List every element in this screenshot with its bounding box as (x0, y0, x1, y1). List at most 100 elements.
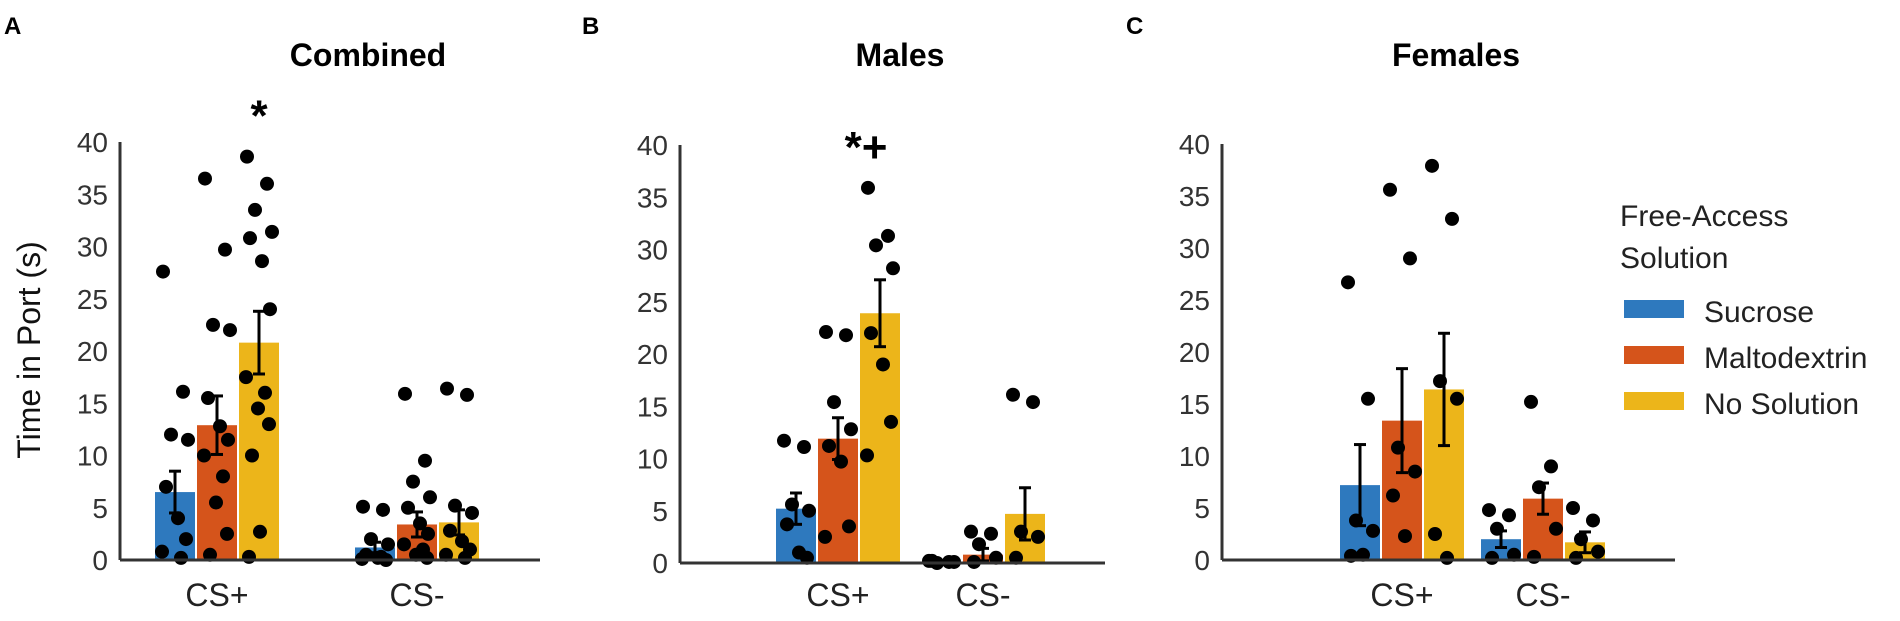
legend-title-line1: Free-Access (1620, 200, 1788, 233)
legend-label-maltodextrin: Maltodextrin (1704, 342, 1867, 375)
data-point (209, 495, 223, 510)
y-tick-label: 35 (1179, 181, 1210, 212)
data-point (860, 448, 874, 463)
x-category-label: CS- (955, 577, 1010, 613)
y-tick-label: 40 (1179, 129, 1210, 160)
x-category-label: CS+ (185, 577, 248, 613)
data-point (201, 391, 215, 406)
data-point (1544, 459, 1558, 474)
y-tick-label: 0 (652, 548, 668, 579)
data-point (240, 149, 254, 164)
data-point (164, 427, 178, 442)
data-point (439, 547, 453, 562)
data-point (239, 370, 253, 385)
data-point (420, 550, 434, 565)
y-tick-label: 15 (1179, 389, 1210, 420)
y-tick-label: 15 (637, 391, 668, 422)
data-point (443, 523, 457, 538)
x-category-label: CS+ (1370, 577, 1433, 613)
data-point (1356, 547, 1370, 562)
data-point (989, 550, 1003, 565)
legend-label-no-solution: No Solution (1704, 388, 1859, 421)
data-point (221, 432, 235, 447)
panel-title: Combined (290, 37, 446, 73)
data-point (1502, 508, 1516, 523)
y-tick-label: 25 (637, 287, 668, 318)
x-category-label: CS- (1515, 577, 1570, 613)
data-point (243, 231, 257, 246)
y-tick-label: 30 (1179, 233, 1210, 264)
y-tick-label: 30 (77, 232, 108, 263)
data-point (262, 417, 276, 432)
data-point (777, 433, 791, 448)
data-point (827, 395, 841, 410)
data-point (886, 261, 900, 276)
data-point (376, 502, 390, 517)
data-point (251, 401, 265, 416)
data-point (1428, 527, 1442, 541)
data-point (797, 440, 811, 455)
data-point (218, 242, 232, 257)
data-point (245, 448, 259, 463)
data-point (881, 228, 895, 243)
data-point (423, 490, 437, 505)
plot-area: 0 5 10 15 20 25 30 35 40 CS+ CS- * (77, 92, 540, 613)
data-point (364, 532, 378, 547)
data-point (1482, 503, 1496, 518)
data-point (819, 325, 833, 340)
data-point (861, 180, 875, 195)
y-tick-label: 15 (77, 388, 108, 419)
y-tick-label: 25 (1179, 285, 1210, 316)
data-point (1361, 391, 1375, 406)
x-category-label: CS+ (806, 577, 869, 613)
data-point (440, 381, 454, 396)
panel-b: B Males 0 5 10 15 20 25 30 35 40 CS+ CS- *+ (582, 13, 1105, 613)
data-point (1006, 387, 1020, 402)
y-tick-label: 25 (77, 284, 108, 315)
y-tick-label: 0 (1194, 545, 1210, 576)
data-point (356, 499, 370, 514)
data-point (1383, 182, 1397, 197)
data-point (374, 549, 388, 564)
significance-marker: *+ (845, 123, 888, 172)
data-point (822, 438, 836, 453)
panel-letter: C (1126, 13, 1143, 40)
y-tick-label: 20 (1179, 337, 1210, 368)
data-point (398, 386, 412, 401)
y-tick-label: 20 (637, 339, 668, 370)
data-point (465, 505, 479, 520)
data-point (1507, 547, 1521, 562)
data-point (248, 202, 262, 217)
data-point (925, 553, 939, 568)
data-point (418, 453, 432, 468)
data-point (1341, 275, 1355, 290)
panel-a: A Combined Time in Port (s) 0 5 10 15 20 25 30… (4, 13, 540, 613)
data-point (216, 469, 230, 484)
legend-title-line2: Solution (1620, 242, 1728, 275)
y-tick-label: 10 (77, 441, 108, 472)
legend-swatch-no-solution (1624, 392, 1684, 410)
data-point (156, 264, 170, 279)
data-point (213, 419, 227, 434)
data-point (401, 500, 415, 515)
data-point (255, 254, 269, 269)
data-point (458, 550, 472, 565)
data-point (413, 516, 427, 531)
y-tick-label: 5 (1194, 493, 1210, 524)
data-point (800, 550, 814, 565)
y-axis-label: Time in Port (s) (11, 241, 47, 459)
data-point (171, 511, 185, 526)
data-point (1014, 524, 1028, 539)
data-point (1450, 391, 1464, 406)
significance-marker: * (250, 92, 268, 141)
data-point (1403, 251, 1417, 266)
data-point (984, 526, 998, 541)
data-point (1591, 544, 1605, 559)
legend-swatch-sucrose (1624, 300, 1684, 318)
data-point (844, 422, 858, 437)
data-point (785, 497, 799, 512)
data-point (842, 519, 856, 534)
plot-area: 0 5 10 15 20 25 30 35 40 CS+ CS- (1179, 129, 1675, 613)
data-point (260, 176, 274, 191)
data-point (1532, 480, 1546, 495)
